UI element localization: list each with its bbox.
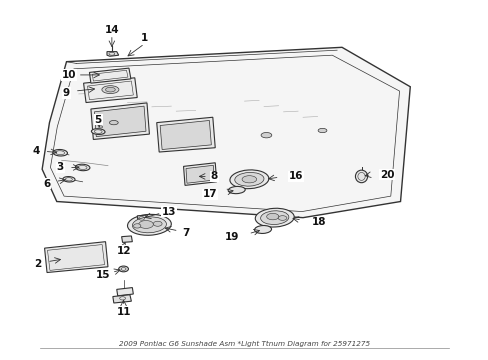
Ellipse shape [229, 170, 268, 189]
Ellipse shape [133, 224, 141, 228]
Text: 13: 13 [162, 207, 176, 217]
Text: 16: 16 [288, 171, 302, 181]
Text: 3: 3 [57, 162, 63, 172]
Text: 17: 17 [203, 189, 217, 199]
Text: 11: 11 [116, 307, 131, 317]
Ellipse shape [266, 213, 278, 220]
Ellipse shape [255, 208, 294, 227]
Ellipse shape [153, 221, 162, 226]
Text: 5: 5 [94, 115, 102, 125]
Text: 12: 12 [116, 246, 131, 256]
Text: 15: 15 [96, 270, 110, 280]
Ellipse shape [278, 216, 286, 220]
Text: 4: 4 [33, 146, 40, 156]
Polygon shape [89, 68, 131, 83]
Ellipse shape [63, 176, 75, 182]
Text: 7: 7 [182, 228, 189, 238]
Text: 20: 20 [379, 170, 394, 180]
Polygon shape [113, 295, 131, 303]
Ellipse shape [91, 129, 105, 135]
Ellipse shape [261, 132, 271, 138]
Ellipse shape [53, 149, 67, 156]
Ellipse shape [355, 170, 367, 183]
Text: 19: 19 [225, 232, 239, 242]
Ellipse shape [228, 186, 244, 194]
Text: 1: 1 [141, 33, 148, 43]
Ellipse shape [102, 86, 119, 94]
Polygon shape [157, 117, 215, 152]
Ellipse shape [119, 266, 128, 272]
Ellipse shape [242, 176, 256, 183]
Polygon shape [94, 106, 146, 136]
Polygon shape [44, 242, 108, 273]
Text: 2: 2 [34, 259, 41, 269]
Ellipse shape [234, 172, 264, 186]
Polygon shape [107, 51, 119, 56]
Text: 18: 18 [311, 217, 325, 227]
Ellipse shape [109, 121, 118, 125]
Text: 9: 9 [63, 88, 70, 98]
Ellipse shape [254, 225, 271, 233]
Ellipse shape [127, 214, 171, 235]
Text: 6: 6 [43, 179, 51, 189]
Ellipse shape [318, 129, 326, 133]
Text: 2009 Pontiac G6 Sunshade Asm *Light Ttnum Diagram for 25971275: 2009 Pontiac G6 Sunshade Asm *Light Ttnu… [119, 341, 369, 347]
Ellipse shape [132, 217, 166, 233]
Polygon shape [185, 165, 214, 183]
Text: 10: 10 [61, 70, 76, 80]
Polygon shape [122, 236, 132, 242]
Polygon shape [117, 288, 133, 296]
Ellipse shape [105, 87, 115, 92]
Polygon shape [183, 163, 216, 185]
Polygon shape [91, 103, 149, 139]
Text: 8: 8 [210, 171, 218, 181]
Ellipse shape [75, 164, 90, 171]
Polygon shape [137, 215, 147, 222]
Text: 14: 14 [104, 25, 119, 35]
Polygon shape [83, 78, 137, 103]
Ellipse shape [260, 211, 288, 225]
Polygon shape [160, 121, 211, 149]
Ellipse shape [99, 126, 102, 128]
Ellipse shape [139, 221, 153, 228]
Polygon shape [42, 47, 409, 218]
